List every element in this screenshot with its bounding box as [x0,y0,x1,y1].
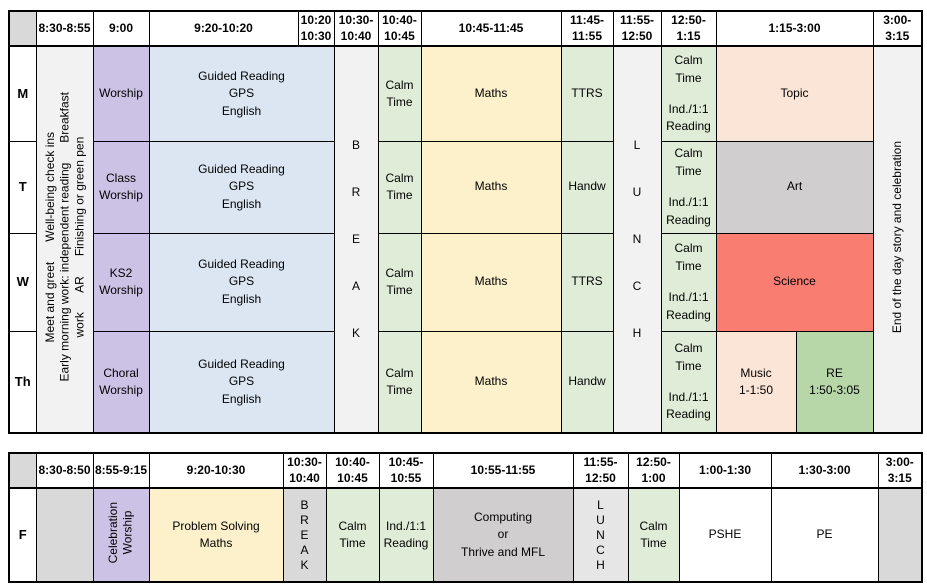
time-header: 10:45-10:55 [378,452,434,490]
time-header: 1:30-3:00 [770,452,879,490]
end-of-day-vertical-text: End of the day story and celebration [889,140,904,334]
time-header: 10:20 10:30 [297,10,335,48]
time-header: 1:15-3:00 [715,10,874,48]
lunch-letters: L U N C H [632,138,642,341]
time-header: 10:45-11:45 [420,10,562,48]
morning-routine-vertical-text: Meet and greet Well-being check ins Earl… [42,92,86,382]
cell-art: Art [715,140,874,234]
cell-maths: Maths [420,330,562,434]
time-header: 10:30-10:40 [282,452,327,490]
cell-problem-solving-maths: Problem Solving Maths [148,487,284,583]
day-cell-friday: F [8,487,37,583]
time-header: 9:00 [92,10,150,48]
cell-pm-calm-reading: Calm Time Ind./1:1 Reading [660,45,717,142]
time-header: 12:50-1:00 [627,452,680,490]
time-header: 11:55-12:50 [612,10,662,48]
friday-timetable: 8:30-8:50 8:55-9:15 9:20-10:30 10:30-10:… [8,452,923,584]
cell-maths: Maths [420,232,562,332]
cell-worship: KS2 Worship [92,232,150,332]
cell-pe: PE [770,487,879,583]
corner-cell [8,452,37,490]
time-header: 3:00-3:15 [877,452,923,490]
mon-thu-timetable: 8:30-8:55 9:00 9:20-10:20 10:20 10:30 10… [8,10,923,435]
time-header: 10:30-10:40 [333,10,379,48]
cell-morning-routine: Meet and greet Well-being check ins Earl… [35,45,94,434]
time-header: 8:30-8:50 [35,452,94,490]
cell-celebration-worship: Celebration Worship [92,487,150,583]
cell-pm-calm-reading: Calm Time Ind./1:1 Reading [660,232,717,332]
cell-friday-morning-empty [35,487,94,583]
time-header: 9:20-10:30 [148,452,284,490]
time-header: 10:40-10:45 [377,10,422,48]
cell-music: Music 1-1:50 [715,330,797,434]
time-header: 12:50-1:15 [660,10,717,48]
cell-lunch: L U N C H [612,45,662,434]
break-letters: B R E A K [300,497,309,572]
time-header: 9:20-10:20 [148,10,299,48]
cell-handwriting: Handw [560,140,614,234]
time-header: 11:45-11:55 [560,10,614,48]
cell-break: B R E A K [333,45,379,434]
time-header: 8:55-9:15 [92,452,150,490]
cell-break: B R E A K [282,487,327,583]
cell-worship: Worship [92,45,150,142]
cell-ttrs: TTRS [560,45,614,142]
time-header: 10:55-11:55 [432,452,574,490]
day-cell-monday: M [8,45,37,142]
cell-worship: Choral Worship [92,330,150,434]
break-letters: B R E A K [351,138,361,341]
cell-guided-reading: Guided Reading GPS English [148,45,335,142]
cell-calm-time: Calm Time [377,140,422,234]
cell-pm-calm-reading: Calm Time Ind./1:1 Reading [660,140,717,234]
cell-maths: Maths [420,45,562,142]
corner-cell [8,10,37,48]
time-header: 3:00-3:15 [872,10,923,48]
day-cell-thursday: Th [8,330,37,434]
cell-guided-reading: Guided Reading GPS English [148,232,335,332]
cell-science: Science [715,232,874,332]
cell-topic: Topic [715,45,874,142]
cell-lunch: L U N C H [572,487,629,583]
cell-worship: Class Worship [92,140,150,234]
cell-individual-reading: Ind./1:1 Reading [378,487,434,583]
cell-guided-reading: Guided Reading GPS English [148,140,335,234]
cell-calm-time: Calm Time [377,45,422,142]
cell-computing: Computing or Thrive and MFL [432,487,574,583]
cell-end-of-day: End of the day story and celebration [872,45,923,434]
cell-maths: Maths [420,140,562,234]
cell-calm-time: Calm Time [325,487,380,583]
cell-calm-time: Calm Time [377,232,422,332]
time-header: 11:55-12:50 [572,452,629,490]
cell-pm-calm-time: Calm Time [627,487,680,583]
lunch-letters: L U N C H [596,497,605,572]
cell-guided-reading: Guided Reading GPS English [148,330,335,434]
time-header: 10:40-10:45 [325,452,380,490]
celebration-worship-vertical-text: Celebration Worship [106,501,135,564]
day-cell-wednesday: W [8,232,37,332]
cell-calm-time: Calm Time [377,330,422,434]
time-header: 8:30-8:55 [35,10,94,48]
cell-pshe: PSHE [678,487,772,583]
cell-friday-end-empty [877,487,923,583]
day-cell-tuesday: T [8,140,37,234]
cell-handwriting: Handw [560,330,614,434]
cell-re: RE 1:50-3:05 [795,330,874,434]
time-header: 1:00-1:30 [678,452,772,490]
cell-ttrs: TTRS [560,232,614,332]
cell-pm-calm-reading: Calm Time Ind./1:1 Reading [660,330,717,434]
